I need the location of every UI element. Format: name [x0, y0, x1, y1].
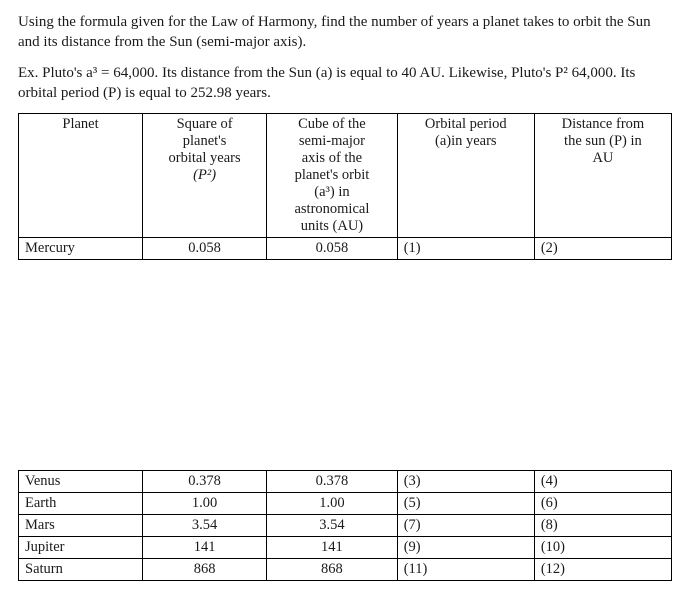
cell-a3: 1.00	[267, 493, 398, 515]
header-planet: Planet	[19, 114, 143, 238]
cell-p2: 868	[143, 559, 267, 581]
header-p2-line: Square of	[177, 116, 233, 132]
question-intro: Using the formula given for the Law of H…	[18, 12, 672, 103]
cell-distance: (8)	[534, 515, 671, 537]
cell-orbital-period: (5)	[397, 493, 534, 515]
cell-p2: 1.00	[143, 493, 267, 515]
cell-p2: 141	[143, 537, 267, 559]
table-row: Mercury 0.058 0.058 (1) (2)	[19, 238, 672, 260]
cell-distance: (10)	[534, 537, 671, 559]
cell-p2: 3.54	[143, 515, 267, 537]
table-row: Earth 1.00 1.00 (5) (6)	[19, 493, 672, 515]
cell-planet: Saturn	[19, 559, 143, 581]
header-op-line: (a)in years	[435, 133, 497, 149]
header-op-line: Orbital period	[425, 116, 507, 132]
cell-planet: Venus	[19, 471, 143, 493]
cell-p2: 0.058	[143, 238, 267, 260]
header-a3-line: units (AU)	[301, 218, 363, 234]
header-a3-line: axis of the	[302, 150, 362, 166]
header-dist-line: the sun (P) in	[564, 133, 642, 149]
cell-distance: (2)	[534, 238, 671, 260]
cell-distance: (4)	[534, 471, 671, 493]
header-a-cubed: Cube of the semi-major axis of the plane…	[267, 114, 398, 238]
table-header-row: Planet Square of planet's orbital years …	[19, 114, 672, 238]
cell-orbital-period: (9)	[397, 537, 534, 559]
header-a3-line: astronomical	[294, 201, 369, 217]
table-row: Jupiter 141 141 (9) (10)	[19, 537, 672, 559]
intro-paragraph-1: Using the formula given for the Law of H…	[18, 12, 672, 53]
header-a3-line: (a³) in	[314, 184, 349, 200]
header-p2-line: (P²)	[193, 167, 216, 183]
table-row: Saturn 868 868 (11) (12)	[19, 559, 672, 581]
table-gap-row	[19, 260, 672, 471]
header-distance: Distance from the sun (P) in AU	[534, 114, 671, 238]
cell-a3: 141	[267, 537, 398, 559]
header-p2-line: orbital years	[169, 150, 241, 166]
header-a3-line: semi-major	[299, 133, 365, 149]
header-a3-line: planet's orbit	[295, 167, 370, 183]
cell-distance: (6)	[534, 493, 671, 515]
intro-paragraph-2: Ex. Pluto's a³ = 64,000. Its distance fr…	[18, 63, 672, 104]
cell-p2: 0.378	[143, 471, 267, 493]
header-a3-line: Cube of the	[298, 116, 366, 132]
header-orbital-period: Orbital period (a)in years	[397, 114, 534, 238]
cell-planet: Mercury	[19, 238, 143, 260]
cell-planet: Mars	[19, 515, 143, 537]
table-row: Mars 3.54 3.54 (7) (8)	[19, 515, 672, 537]
cell-planet: Earth	[19, 493, 143, 515]
cell-a3: 0.058	[267, 238, 398, 260]
cell-a3: 868	[267, 559, 398, 581]
cell-orbital-period: (1)	[397, 238, 534, 260]
header-p-squared: Square of planet's orbital years (P²)	[143, 114, 267, 238]
table-row: Venus 0.378 0.378 (3) (4)	[19, 471, 672, 493]
cell-a3: 3.54	[267, 515, 398, 537]
cell-orbital-period: (11)	[397, 559, 534, 581]
header-dist-line: AU	[592, 150, 613, 166]
header-p2-line: planet's	[183, 133, 227, 149]
header-dist-line: Distance from	[562, 116, 645, 132]
cell-distance: (12)	[534, 559, 671, 581]
cell-a3: 0.378	[267, 471, 398, 493]
cell-planet: Jupiter	[19, 537, 143, 559]
cell-orbital-period: (3)	[397, 471, 534, 493]
cell-orbital-period: (7)	[397, 515, 534, 537]
harmony-table: Planet Square of planet's orbital years …	[18, 113, 672, 581]
